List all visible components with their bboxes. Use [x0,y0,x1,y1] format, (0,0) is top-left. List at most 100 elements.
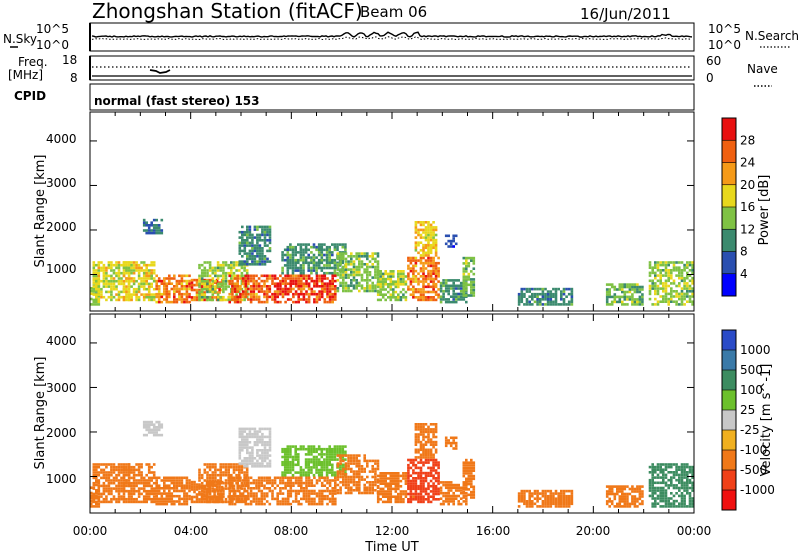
data-cell [145,426,148,429]
data-cell [140,473,143,477]
data-cell [350,481,353,484]
data-cell [246,465,249,468]
data-cell [263,274,266,278]
data-cell [243,457,247,460]
data-cell [157,487,161,490]
data-cell [246,252,249,255]
data-cell [570,494,574,498]
data-cell [680,276,684,280]
data-cell [381,495,385,498]
data-cell [350,459,353,463]
data-cell [444,298,448,301]
data-cell [183,300,186,304]
data-cell [358,271,361,274]
data-cell [142,489,146,493]
data-cell [338,468,342,472]
data-cell [427,254,430,257]
data-cell [253,462,257,465]
data-cell [208,274,212,278]
data-cell [417,428,420,431]
data-cell [672,266,676,269]
data-cell [352,489,356,492]
data-cell [224,484,228,488]
data-cell [147,269,151,272]
data-cell [307,269,310,272]
data-cell [419,221,423,224]
data-cell [185,484,189,487]
data-cell [352,470,356,473]
data-cell [107,500,111,504]
data-cell [227,473,230,477]
data-cell [258,263,262,266]
data-cell [432,282,435,286]
data-cell [641,490,644,493]
data-cell [429,298,433,302]
data-cell [243,241,247,245]
data-cell [261,249,264,253]
data-cell [97,277,101,280]
data-cell [662,287,665,290]
data-cell [299,251,303,254]
data-cell [317,471,321,474]
data-cell [376,252,380,255]
data-cell [326,487,329,490]
data-cell [97,274,101,278]
data-cell [243,481,246,485]
data-cell [137,481,141,485]
data-cell [570,502,574,506]
data-cell [310,450,313,454]
data-cell [633,298,637,301]
data-cell [347,489,350,492]
data-cell [328,481,332,485]
data-cell [523,489,526,493]
data-cell [389,479,393,483]
data-cell [112,271,116,275]
data-cell [241,492,245,495]
data-cell [470,477,473,481]
data-cell [160,279,164,283]
data-cell [266,441,269,444]
data-cell [294,447,297,451]
data-cell [554,287,558,291]
data-cell [318,479,321,482]
data-cell [608,500,611,503]
data-cell [273,274,277,278]
data-cell [200,489,204,493]
data-cell [459,489,463,492]
data-cell [339,268,342,271]
data-cell [147,287,151,291]
data-cell [342,454,345,457]
data-cell [241,255,244,258]
data-cell [203,471,207,474]
data-cell [344,473,348,476]
data-cell [198,290,201,294]
data-cell [252,492,256,495]
station-title: Zhongshan Station (fitACF) [92,0,363,23]
data-cell [255,492,258,495]
data-cell [462,466,466,470]
data-cell [219,471,222,474]
data-cell [155,287,158,291]
data-cell [417,423,420,426]
data-cell [279,476,282,480]
data-cell [260,287,264,291]
data-cell [160,300,164,304]
data-cell [376,272,380,276]
data-cell [193,278,196,282]
data-cell [312,473,316,477]
data-cell [245,295,249,299]
data-cell [557,303,560,306]
data-cell [246,244,249,247]
data-cell [394,285,398,289]
data-cell [434,479,438,483]
data-cell [211,487,215,490]
data-cell [672,279,676,283]
data-cell [374,467,377,471]
data-cell [120,277,123,280]
data-cell [255,487,258,490]
data-cell [150,476,153,480]
data-cell [613,492,617,496]
data-cell [299,271,303,275]
data-cell [283,463,287,467]
data-cell [97,295,101,298]
